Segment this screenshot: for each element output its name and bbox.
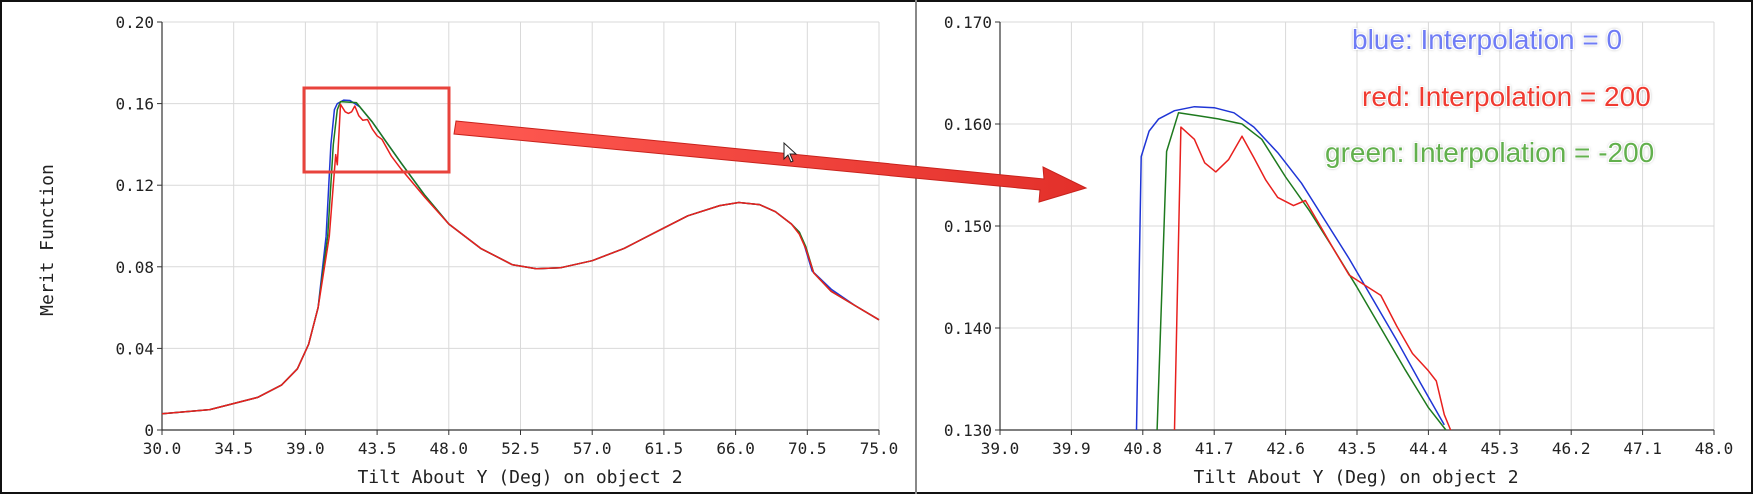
left-y-tick-label: 0.12 <box>115 176 154 195</box>
right-x-tick-label: 44.4 <box>1409 439 1448 458</box>
left-tick-labels: 30.0 34.5 39.0 43.5 48.0 52.5 57.0 61.5 66.0 70.5… <box>115 13 898 458</box>
mouse-cursor-icon <box>783 141 798 163</box>
left-x-tick-label: 48.0 <box>430 439 469 458</box>
right-x-tick-label: 40.8 <box>1124 439 1163 458</box>
right-x-tick-label: 41.7 <box>1195 439 1234 458</box>
legend-red: red: Interpolation = 200 <box>1362 81 1651 112</box>
left-x-tick-label: 34.5 <box>214 439 253 458</box>
left-x-tick-label: 57.0 <box>573 439 612 458</box>
right-x-tick-label: 46.2 <box>1552 439 1591 458</box>
left-x-tick-label: 30.0 <box>143 439 182 458</box>
right-x-tick-label: 39.9 <box>1052 439 1091 458</box>
right-y-tick-label: 0.140 <box>944 319 992 338</box>
left-x-tick-label: 61.5 <box>645 439 684 458</box>
right-axes <box>995 21 1715 435</box>
right-y-tick-label: 0.170 <box>944 13 992 32</box>
left-x-tick-label: 39.0 <box>286 439 325 458</box>
right-x-tick-label: 45.3 <box>1481 439 1520 458</box>
left-y-tick-label: 0.04 <box>115 339 154 358</box>
right-y-tick-label: 0.160 <box>944 115 992 134</box>
right-y-tick-label: 0.130 <box>944 421 992 440</box>
zoom-arrow <box>453 120 1088 203</box>
left-axes <box>157 21 880 435</box>
right-x-tick-label: 48.0 <box>1695 439 1734 458</box>
legend-green: green: Interpolation = -200 <box>1325 137 1655 168</box>
right-x-axis-label: Tilt About Y (Deg) on object 2 <box>1193 467 1518 488</box>
left-x-axis-label: Tilt About Y (Deg) on object 2 <box>357 467 682 488</box>
left-series-red <box>161 103 880 415</box>
arrow-shape <box>453 120 1088 203</box>
right-tick-labels: 39.0 39.9 40.8 41.7 42.6 43.5 44.4 45.3 46.2 47.1… <box>944 13 1733 458</box>
left-x-tick-label: 75.0 <box>860 439 899 458</box>
left-chart: 30.0 34.5 39.0 43.5 48.0 52.5 57.0 61.5 66.0 70.5… <box>37 13 898 488</box>
left-series <box>161 99 880 415</box>
left-y-tick-label: 0.08 <box>115 258 154 277</box>
right-x-tick-label: 42.6 <box>1266 439 1305 458</box>
right-chart: 39.0 39.9 40.8 41.7 42.6 43.5 44.4 45.3 46.2 47.1… <box>944 13 1733 488</box>
left-x-tick-label: 43.5 <box>358 439 397 458</box>
left-y-tick-label: 0.16 <box>115 95 154 114</box>
left-y-axis-label: Merit Function <box>37 164 58 316</box>
zoom-region-box <box>302 86 451 174</box>
right-x-tick-label: 43.5 <box>1338 439 1377 458</box>
right-x-tick-label: 39.0 <box>981 439 1020 458</box>
left-grid <box>161 21 880 431</box>
right-series-blue <box>1135 105 1445 431</box>
legend-blue: blue: Interpolation = 0 <box>1352 24 1623 55</box>
left-x-tick-label: 70.5 <box>788 439 827 458</box>
right-y-tick-label: 0.150 <box>944 217 992 236</box>
left-x-tick-label: 66.0 <box>716 439 755 458</box>
left-y-tick-label: 0 <box>144 421 154 440</box>
right-series-red <box>1173 126 1452 431</box>
left-x-tick-label: 52.5 <box>501 439 540 458</box>
right-x-tick-label: 47.1 <box>1623 439 1662 458</box>
right-series-green <box>1156 112 1447 431</box>
left-y-tick-label: 0.20 <box>115 13 154 32</box>
right-series <box>1135 105 1452 431</box>
